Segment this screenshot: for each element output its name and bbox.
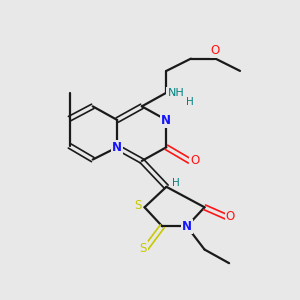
Text: N: N (161, 113, 171, 127)
Text: H: H (186, 97, 194, 107)
Text: S: S (140, 242, 147, 255)
Text: O: O (211, 44, 220, 57)
Text: NH: NH (167, 88, 184, 98)
Text: O: O (226, 210, 235, 223)
Text: N: N (112, 141, 122, 154)
Text: H: H (172, 178, 180, 188)
Text: S: S (134, 200, 141, 212)
Text: O: O (190, 154, 200, 167)
Text: N: N (182, 220, 192, 233)
